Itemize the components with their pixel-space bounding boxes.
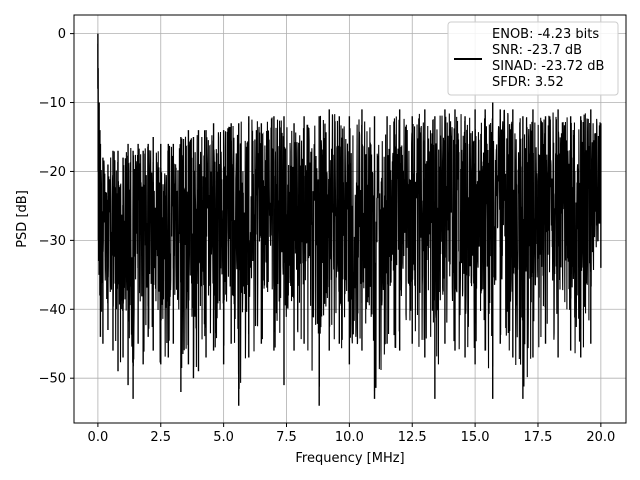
axes-frame	[73, 14, 627, 424]
x-axis: 0.0 2.5 5.0 7.5 10.0 12.5 15.0 17.5 20.0	[88, 423, 615, 445]
x-axis-label: Frequency [MHz]	[295, 451, 404, 466]
legend-entry-snr: SNR: -23.7 dB	[492, 43, 582, 58]
x-tick-label: 5.0	[213, 430, 234, 445]
y-axis-label: PSD [dB]	[15, 190, 30, 248]
legend-entry-sfdr: SFDR: 3.52	[492, 75, 564, 90]
y-tick-label: −50	[39, 372, 66, 387]
y-tick-label: 0	[58, 27, 66, 42]
legend-entry-enob: ENOB: -4.23 bits	[492, 27, 599, 42]
x-tick-label: 10.0	[335, 430, 364, 445]
y-tick-label: −40	[39, 303, 66, 318]
x-tick-label: 0.0	[88, 430, 109, 445]
y-tick-label: −30	[39, 234, 66, 249]
legend-box	[447, 21, 619, 96]
y-tick-label: −10	[39, 96, 66, 111]
x-tick-label: 15.0	[461, 430, 490, 445]
x-tick-label: 20.0	[586, 430, 615, 445]
x-tick-label: 7.5	[276, 430, 297, 445]
x-tick-label: 2.5	[150, 430, 171, 445]
psd-peaks	[97, 33, 602, 406]
x-tick-label: 17.5	[524, 430, 553, 445]
y-axis: 0 −10 −20 −30 −40 −50	[39, 27, 74, 387]
psd-series	[97, 33, 602, 406]
y-tick-label: −20	[39, 165, 66, 180]
legend: ENOB: -4.23 bits SNR: -23.7 dB SINAD: -2…	[447, 21, 619, 96]
x-tick-label: 12.5	[398, 430, 427, 445]
legend-entry-sinad: SINAD: -23.72 dB	[492, 59, 604, 74]
